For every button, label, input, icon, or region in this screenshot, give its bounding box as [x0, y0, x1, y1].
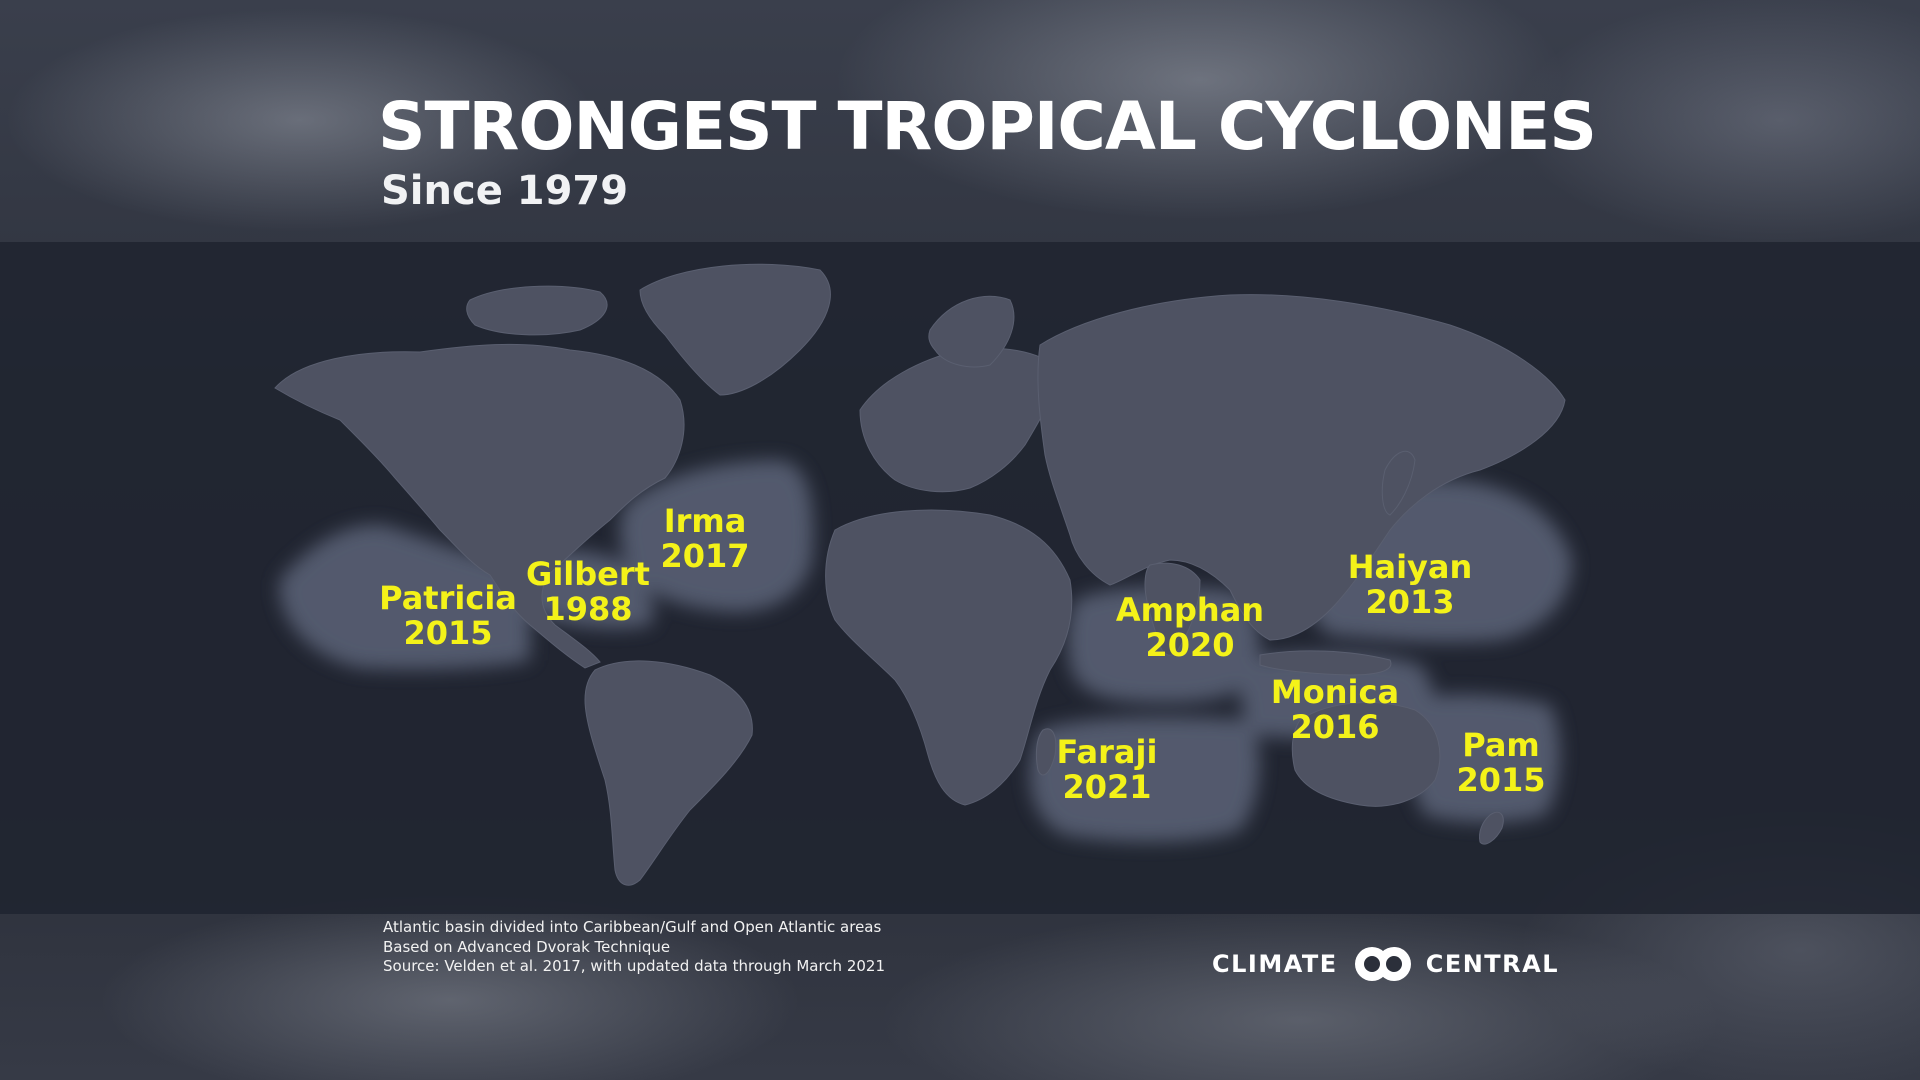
- footer-notes: Atlantic basin divided into Caribbean/Gu…: [383, 918, 885, 977]
- storm-year-patricia: 2015: [403, 614, 492, 652]
- basin-east-pacific: [279, 524, 530, 670]
- storm-year-pam: 2015: [1456, 761, 1545, 799]
- storm-year-faraji: 2021: [1062, 768, 1151, 806]
- india: [1144, 562, 1201, 656]
- page-title: STRONGEST TROPICAL CYCLONES: [378, 88, 1597, 165]
- climate-central-logo: CLIMATE CENTRAL: [1212, 944, 1559, 984]
- logo-mark-icon: [1354, 947, 1411, 981]
- japan: [1381, 450, 1416, 516]
- basin-south-pacific: [1405, 694, 1560, 823]
- storm-name-irma: Irma: [664, 502, 747, 540]
- scandinavia: [928, 295, 1015, 368]
- australia: [1291, 702, 1441, 807]
- north-america: [274, 343, 685, 669]
- storm-year-amphan: 2020: [1145, 626, 1234, 664]
- africa: [825, 509, 1073, 806]
- storm-year-haiyan: 2013: [1365, 583, 1454, 621]
- continents: [274, 263, 1566, 886]
- europe: [859, 347, 1061, 493]
- greenland: [639, 263, 831, 396]
- storm-name-pam: Pam: [1462, 726, 1540, 764]
- storm-name-haiyan: Haiyan: [1348, 548, 1473, 586]
- storm-year-irma: 2017: [660, 537, 749, 575]
- madagascar: [1035, 728, 1057, 776]
- new-zealand: [1479, 811, 1504, 845]
- footer-note-basin: Atlantic basin divided into Caribbean/Gu…: [383, 918, 882, 936]
- footer-note-method: Based on Advanced Dvorak Technique: [383, 937, 671, 956]
- asia: [1037, 294, 1566, 641]
- footer-note-source: Source: Velden et al. 2017, with updated…: [383, 957, 886, 975]
- storm-name-amphan: Amphan: [1116, 591, 1264, 629]
- page-subtitle: Since 1979: [381, 168, 629, 214]
- storm-name-gilbert: Gilbert: [526, 555, 650, 593]
- south-america: [584, 660, 753, 886]
- storm-name-patricia: Patricia: [379, 579, 517, 617]
- indonesia: [1259, 650, 1392, 676]
- basin-open-atlantic: [620, 460, 814, 612]
- world-map: Patricia 2015 Gilbert 1988 Irma 2017 Hai…: [274, 263, 1572, 886]
- storm-year-monica: 2016: [1290, 708, 1379, 746]
- storm-year-gilbert: 1988: [543, 590, 632, 628]
- logo-text-central: CENTRAL: [1425, 950, 1560, 978]
- logo-text-climate: CLIMATE: [1212, 950, 1338, 978]
- basin-south-indian: [1029, 717, 1260, 842]
- canadian-archipelago: [466, 285, 608, 336]
- storm-labels: Patricia 2015 Gilbert 1988 Irma 2017 Hai…: [379, 502, 1545, 806]
- storm-name-faraji: Faraji: [1057, 733, 1158, 771]
- storm-name-monica: Monica: [1271, 673, 1399, 711]
